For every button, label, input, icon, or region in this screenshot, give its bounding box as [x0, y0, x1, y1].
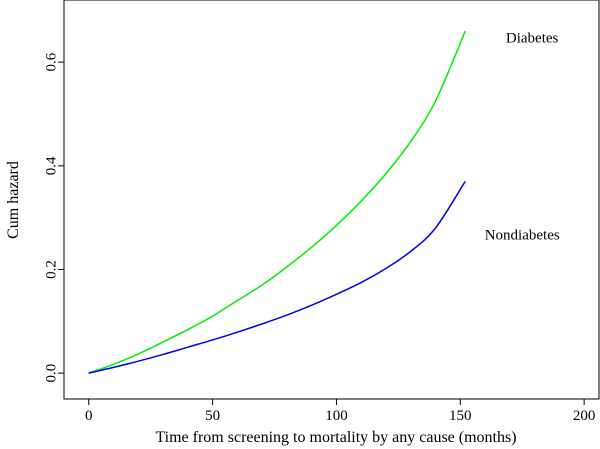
x-tick-label: 200: [573, 408, 596, 424]
series-line-nondiabetes: [88, 180, 466, 374]
series-labels: Diabetes Nondiabetes: [485, 30, 560, 243]
x-tick-label: 0: [85, 408, 93, 424]
y-tick-label: 0.4: [43, 156, 59, 175]
x-axis: 0 50 100 150 200: [85, 399, 595, 424]
y-axis-label: Cum hazard: [5, 161, 22, 239]
series-layer: [88, 30, 466, 374]
y-tick-label: 0.2: [43, 260, 59, 279]
y-tick-label: 0.0: [43, 364, 59, 383]
y-tick-label: 0.6: [43, 52, 59, 71]
x-tick-label: 100: [325, 408, 348, 424]
y-axis: 0.0 0.2 0.4 0.6: [43, 52, 64, 382]
x-axis-label: Time from screening to mortality by any …: [155, 429, 516, 446]
x-tick-label: 50: [205, 408, 220, 424]
plot-frame: [63, 0, 600, 400]
series-label-diabetes: Diabetes: [506, 30, 559, 46]
x-tick-label: 150: [449, 408, 472, 424]
series-label-nondiabetes: Nondiabetes: [485, 227, 560, 243]
series-line-diabetes: [88, 30, 466, 374]
